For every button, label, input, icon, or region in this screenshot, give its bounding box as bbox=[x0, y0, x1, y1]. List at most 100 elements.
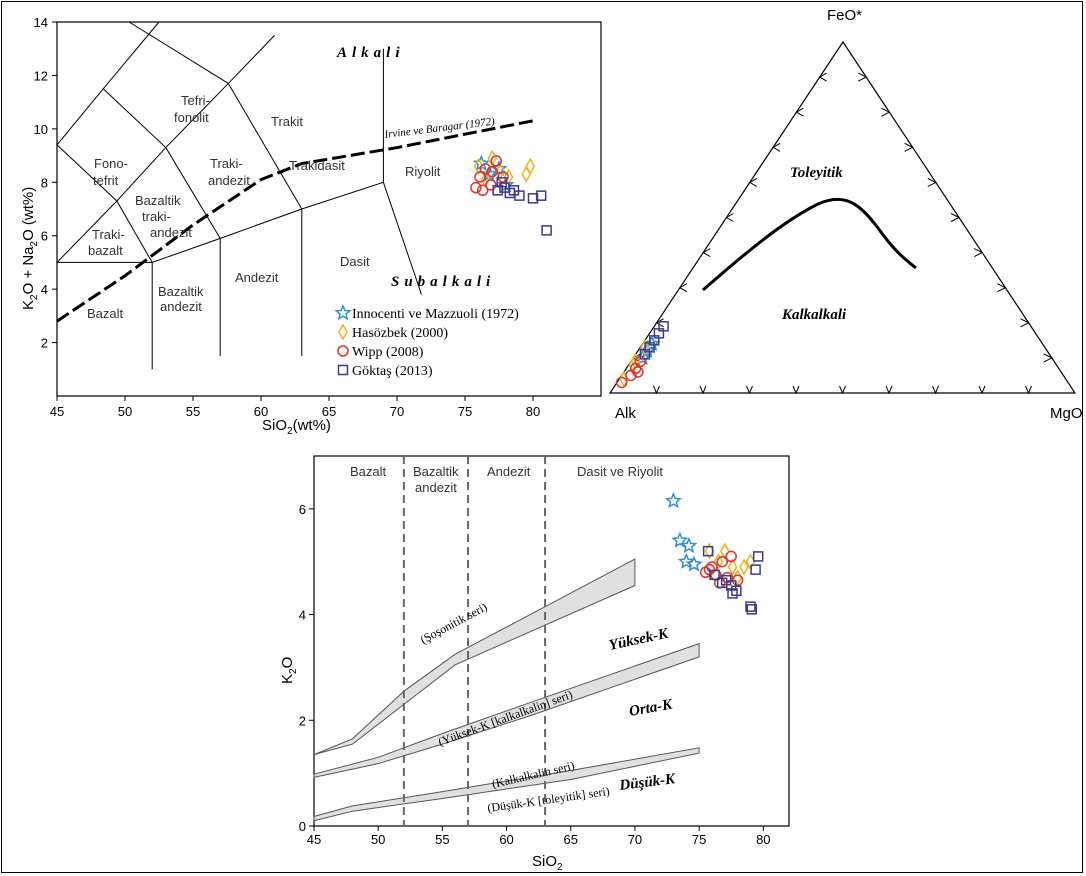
label-subalkali: Subalkali bbox=[391, 274, 495, 290]
field-label-bazaltik-andezit-1: Bazaltik bbox=[158, 284, 204, 299]
k2o-y-tick-label: 0 bbox=[299, 819, 306, 834]
field-label-tefrifonolit-2: fonolit bbox=[174, 110, 209, 125]
tas-plot-area bbox=[56, 21, 602, 397]
k2o-series-band bbox=[313, 642, 700, 779]
zone-label-bazalt: Bazalt bbox=[350, 464, 387, 479]
field-label-traki-andezit-2: andezit bbox=[208, 173, 250, 188]
k2o-data-points bbox=[664, 491, 764, 615]
k2o-y-axis-label: K2O bbox=[279, 657, 299, 684]
k2o-point-diamond bbox=[732, 569, 743, 587]
legend-label-goktas: Göktaş (2013) bbox=[352, 364, 433, 379]
field-label-trakit: Trakit bbox=[271, 114, 303, 129]
tas-point-circle bbox=[474, 171, 486, 183]
series-label-kalkalkalin: (Kalkalkalin seri) bbox=[491, 758, 576, 791]
field-label-bazaltik-traki-3: andezit bbox=[150, 225, 192, 240]
series-title-dusuk-k: Düşük-K bbox=[618, 771, 677, 794]
afm-diagram: FeO* Alk MgO Toleyitik Kalkalkali bbox=[608, 7, 1083, 422]
afm-tholeiitic-calcalkaline-boundary bbox=[702, 197, 917, 292]
afm-tick-right bbox=[950, 213, 961, 222]
tas-y-tick-label: 8 bbox=[41, 175, 48, 190]
afm-apex-alk: Alk bbox=[615, 405, 636, 422]
legend-label-innocenti: Innocenti ve Mazzuoli (1972) bbox=[352, 307, 519, 322]
k2o-point-star bbox=[671, 531, 689, 548]
k2o-point-square bbox=[727, 588, 738, 599]
tas-boundary-line bbox=[102, 88, 167, 148]
afm-tick-left bbox=[748, 177, 758, 187]
k2o-point-square bbox=[709, 569, 720, 581]
afm-tick-left bbox=[818, 72, 827, 82]
k2o-x-tick-label: 50 bbox=[371, 832, 385, 847]
tas-point-square bbox=[541, 225, 552, 236]
legend-label-wipp: Wipp (2008) bbox=[352, 345, 424, 360]
field-label-riyolit: Riyolit bbox=[405, 164, 441, 179]
k2o-ylabel-main: K bbox=[279, 674, 296, 684]
afm-point-diamond bbox=[640, 338, 650, 356]
tas-boundary-line bbox=[227, 83, 303, 210]
tas-x-tick-label: 70 bbox=[390, 404, 404, 419]
tas-point-diamond bbox=[495, 163, 506, 181]
tas-ylabel-part-1: K bbox=[20, 300, 37, 310]
k2o-x-tick-label: 55 bbox=[435, 832, 449, 847]
k2o-ylabel-sub: 2 bbox=[288, 668, 299, 674]
tas-point-circle bbox=[470, 181, 482, 194]
field-label-dasit: Dasit bbox=[340, 254, 370, 269]
afm-tick-right bbox=[904, 142, 914, 152]
k2o-ticks: 45 50 55 60 65 70 75 80 0 2 4 6 bbox=[299, 502, 771, 847]
tas-point-square bbox=[527, 193, 539, 204]
k2o-point-square bbox=[746, 604, 758, 615]
afm-tick-right bbox=[997, 283, 1007, 293]
tas-x-tick-label: 55 bbox=[186, 404, 200, 419]
k2o-point-star bbox=[677, 552, 695, 569]
legend-symbol-star bbox=[334, 304, 352, 321]
tas-point-circle bbox=[479, 163, 492, 175]
field-label-bazalt: Bazalt bbox=[87, 306, 124, 321]
zone-label-andezit-sub: andezit bbox=[415, 480, 457, 495]
k2o-y-tick-label: 2 bbox=[299, 713, 306, 728]
afm-tick-left bbox=[655, 318, 664, 328]
afm-triangle bbox=[608, 40, 1077, 394]
afm-tick-right bbox=[1020, 318, 1030, 328]
tas-x-tick-label: 45 bbox=[50, 404, 64, 419]
afm-tick-bottom bbox=[653, 385, 660, 395]
legend-label-hasozbek: Hasözbek (2000) bbox=[352, 326, 448, 341]
k2o-xlabel-sub: 2 bbox=[557, 862, 563, 873]
k2o-y-tick-label: 6 bbox=[299, 502, 306, 517]
afm-label-toleyitik: Toleyitik bbox=[790, 165, 843, 181]
tas-y-tick-label: 2 bbox=[41, 336, 48, 351]
afm-point-circle bbox=[632, 366, 644, 378]
tas-field-boundaries bbox=[56, 21, 422, 383]
afm-tick-right bbox=[973, 248, 984, 258]
tas-ticks: 45 50 55 60 65 70 75 80 2 4 6 8 10 12 14 bbox=[34, 15, 541, 419]
tas-boundary-line bbox=[116, 200, 153, 263]
tas-point-square bbox=[535, 190, 547, 201]
tas-boundary-line bbox=[128, 21, 229, 84]
afm-tick-left bbox=[702, 248, 711, 258]
legend-item-wipp: Wipp (2008) bbox=[337, 345, 424, 360]
label-irvine-baragar: Irvine ve Baragar (1972) bbox=[383, 116, 496, 142]
tas-xlabel-main: SiO bbox=[262, 417, 287, 434]
afm-point-star bbox=[634, 348, 652, 366]
k2o-series-bands bbox=[313, 558, 700, 822]
legend-symbol-square bbox=[337, 364, 349, 376]
afm-tick-bottom bbox=[1025, 385, 1032, 395]
afm-tick-left bbox=[678, 283, 688, 293]
tas-boundary-line bbox=[56, 144, 118, 202]
afm-tick-bottom bbox=[839, 385, 846, 395]
afm-label-kalkalkali: Kalkalkali bbox=[781, 307, 847, 323]
afm-tick-marks bbox=[632, 72, 1053, 395]
tas-point-circle bbox=[497, 171, 509, 183]
tas-boundary-line bbox=[165, 147, 221, 239]
k2o-diagram: 45 50 55 60 65 70 75 80 0 2 4 6 Bazalt Bazaltik and… bbox=[279, 455, 790, 873]
legend-item-hasozbek: Hasözbek (2000) bbox=[338, 323, 448, 341]
k2o-point-square bbox=[752, 551, 764, 562]
tas-point-circle bbox=[490, 155, 503, 167]
afm-point-star bbox=[643, 334, 661, 352]
afm-apex-mgo: MgO bbox=[1050, 405, 1083, 422]
tas-x-tick-label: 75 bbox=[458, 404, 472, 419]
legend-marker-star bbox=[334, 304, 352, 321]
tas-point-square bbox=[496, 177, 507, 188]
legend-item-innocenti: Innocenti ve Mazzuoli (1972) bbox=[334, 304, 519, 322]
tas-point-circle bbox=[476, 184, 489, 197]
k2o-plot-area bbox=[313, 455, 790, 827]
